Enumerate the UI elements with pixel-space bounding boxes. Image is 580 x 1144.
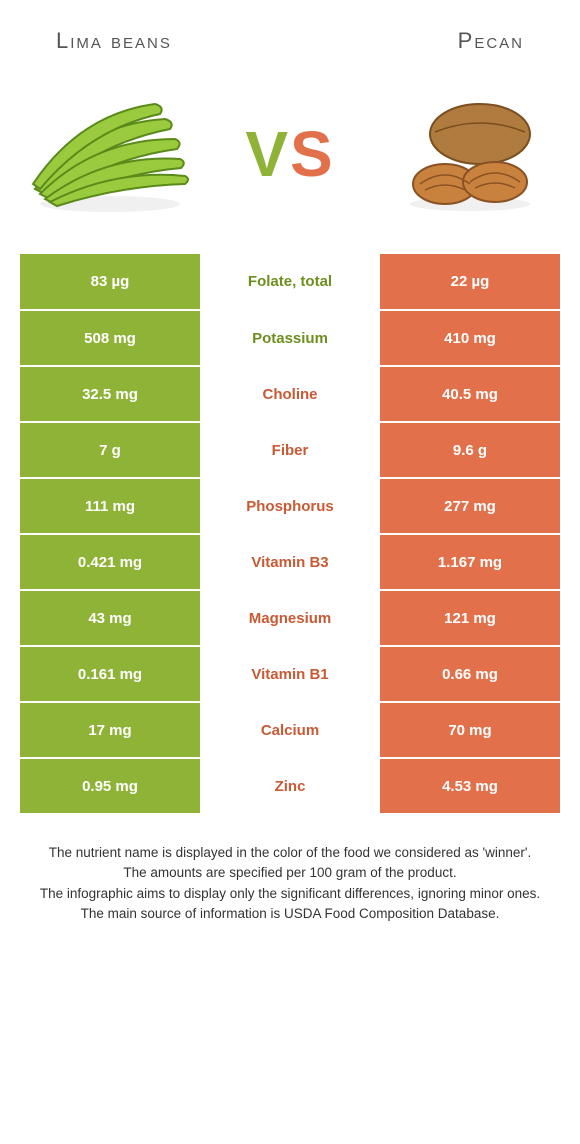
table-row: 0.421 mgVitamin B31.167 mg	[20, 534, 560, 590]
nutrient-table: 83 µgFolate, total22 µg508 mgPotassium41…	[20, 254, 560, 815]
table-row: 508 mgPotassium410 mg	[20, 310, 560, 366]
vs-s-letter: S	[290, 118, 335, 190]
header: Lima beans Pecan	[0, 0, 580, 64]
footer-line: The nutrient name is displayed in the co…	[30, 843, 550, 863]
footer-line: The infographic aims to display only the…	[30, 884, 550, 904]
left-value-cell: 0.421 mg	[20, 534, 200, 590]
table-row: 0.95 mgZinc4.53 mg	[20, 758, 560, 814]
right-value-cell: 121 mg	[380, 590, 560, 646]
left-value-cell: 111 mg	[20, 478, 200, 534]
nutrient-name-cell: Magnesium	[200, 590, 380, 646]
nutrient-name-cell: Calcium	[200, 702, 380, 758]
table-row: 111 mgPhosphorus277 mg	[20, 478, 560, 534]
left-value-cell: 508 mg	[20, 310, 200, 366]
right-value-cell: 70 mg	[380, 702, 560, 758]
left-value-cell: 0.161 mg	[20, 646, 200, 702]
vs-row: VS	[0, 64, 580, 254]
right-value-cell: 22 µg	[380, 254, 560, 310]
right-value-cell: 9.6 g	[380, 422, 560, 478]
left-value-cell: 17 mg	[20, 702, 200, 758]
footer-notes: The nutrient name is displayed in the co…	[30, 843, 550, 924]
right-value-cell: 40.5 mg	[380, 366, 560, 422]
footer-line: The main source of information is USDA F…	[30, 904, 550, 924]
left-value-cell: 83 µg	[20, 254, 200, 310]
table-row: 32.5 mgCholine40.5 mg	[20, 366, 560, 422]
nutrient-name-cell: Vitamin B3	[200, 534, 380, 590]
right-value-cell: 277 mg	[380, 478, 560, 534]
table-row: 83 µgFolate, total22 µg	[20, 254, 560, 310]
nutrient-name-cell: Folate, total	[200, 254, 380, 310]
left-value-cell: 0.95 mg	[20, 758, 200, 814]
vs-label: VS	[245, 117, 334, 191]
lima-beans-illustration	[20, 84, 200, 224]
nutrient-name-cell: Phosphorus	[200, 478, 380, 534]
right-food-title: Pecan	[458, 28, 524, 54]
table-row: 0.161 mgVitamin B10.66 mg	[20, 646, 560, 702]
table-row: 17 mgCalcium70 mg	[20, 702, 560, 758]
nutrient-name-cell: Potassium	[200, 310, 380, 366]
right-value-cell: 1.167 mg	[380, 534, 560, 590]
left-value-cell: 7 g	[20, 422, 200, 478]
right-value-cell: 4.53 mg	[380, 758, 560, 814]
right-value-cell: 410 mg	[380, 310, 560, 366]
pecan-illustration	[380, 84, 560, 224]
nutrient-name-cell: Vitamin B1	[200, 646, 380, 702]
table-row: 7 gFiber9.6 g	[20, 422, 560, 478]
nutrient-name-cell: Choline	[200, 366, 380, 422]
nutrient-name-cell: Zinc	[200, 758, 380, 814]
table-row: 43 mgMagnesium121 mg	[20, 590, 560, 646]
right-value-cell: 0.66 mg	[380, 646, 560, 702]
left-food-title: Lima beans	[56, 28, 172, 54]
left-value-cell: 32.5 mg	[20, 366, 200, 422]
vs-v-letter: V	[245, 118, 290, 190]
footer-line: The amounts are specified per 100 gram o…	[30, 863, 550, 883]
left-value-cell: 43 mg	[20, 590, 200, 646]
nutrient-name-cell: Fiber	[200, 422, 380, 478]
